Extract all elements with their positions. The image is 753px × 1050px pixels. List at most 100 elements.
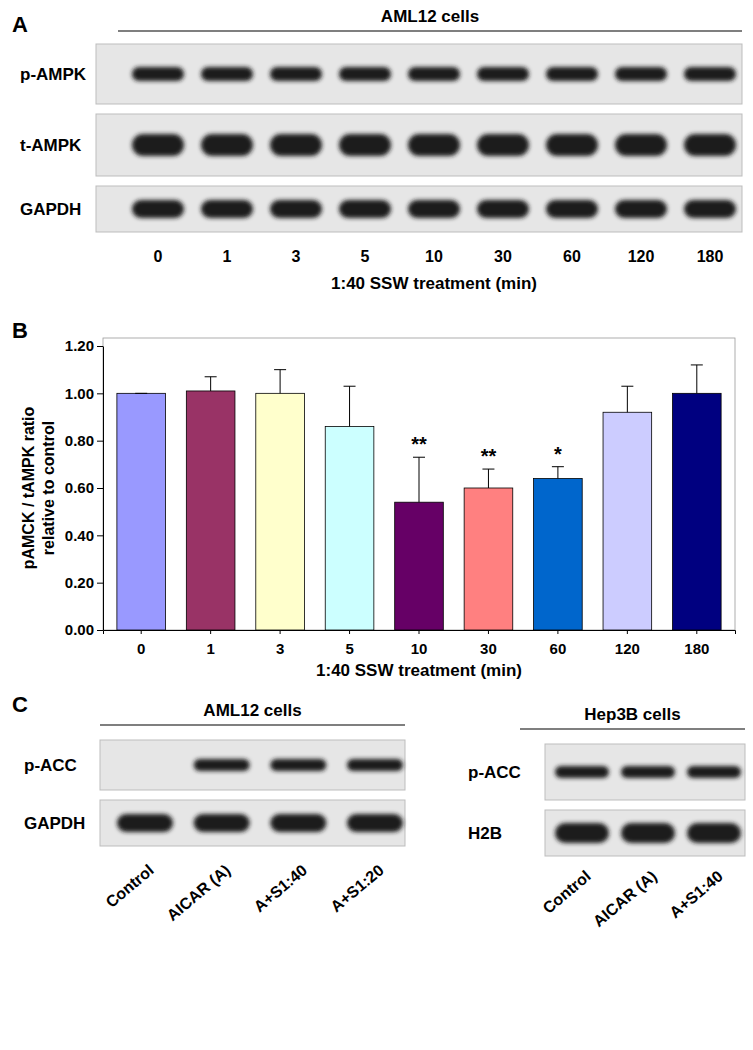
- error-bar: [210, 377, 211, 391]
- x-tick-label: 0: [137, 640, 145, 657]
- band: [339, 67, 391, 81]
- y-axis: 0.000.200.400.600.801.001.20: [65, 337, 104, 638]
- band: [555, 823, 609, 843]
- band: [546, 67, 598, 81]
- y-tick: 1.20: [65, 337, 103, 354]
- band: [546, 134, 598, 156]
- bar: [325, 426, 374, 630]
- band: [339, 200, 391, 218]
- error-bar: [627, 386, 628, 412]
- row-label: GAPDH: [20, 200, 81, 219]
- bar: [186, 391, 235, 630]
- panel-letter: B: [12, 318, 28, 343]
- x-tick-mark: [488, 630, 489, 634]
- band: [684, 200, 736, 218]
- y-tick-label: 1.00: [65, 385, 94, 402]
- x-axis-title: 1:40 SSW treatment (min): [316, 661, 522, 680]
- y-tick-mark: [97, 346, 103, 347]
- significance: **: [411, 433, 427, 455]
- lane-label: AICAR (A): [590, 867, 660, 930]
- significance: **: [481, 445, 497, 467]
- x-tick-label: 3: [276, 640, 284, 657]
- x-tick: 180: [684, 630, 709, 657]
- error-bar: [349, 386, 350, 426]
- x-tick-label: 120: [615, 640, 640, 657]
- title-rule: [118, 30, 742, 31]
- lane-label: 10: [425, 248, 443, 265]
- band: [621, 823, 675, 843]
- x-tick: 30: [480, 630, 497, 657]
- x-axis-line: [104, 631, 736, 635]
- band: [477, 67, 529, 81]
- blot-strip: [96, 44, 742, 104]
- x-tick: 60: [550, 630, 567, 657]
- band: [201, 67, 253, 81]
- row-label: p-AMPK: [20, 65, 87, 84]
- bar: [256, 393, 305, 630]
- bar: [603, 412, 652, 630]
- row-label: p-ACC: [24, 756, 77, 775]
- y-tick: 0.60: [65, 479, 103, 496]
- y-tick-label: 0.00: [65, 621, 94, 638]
- x-label: 1:40 SSW treatment (min): [331, 274, 537, 293]
- band: [615, 134, 667, 156]
- band: [132, 134, 184, 156]
- error-cap: [482, 469, 494, 470]
- y-tick-label: 1.20: [65, 337, 94, 354]
- panel-letter: C: [12, 692, 28, 717]
- error-cap: [552, 466, 564, 467]
- band: [687, 823, 741, 843]
- x-tick-label: 180: [684, 640, 709, 657]
- error-cap: [135, 393, 147, 394]
- y-tick: 0.00: [65, 621, 103, 638]
- y-tick-label: 0.80: [65, 432, 94, 449]
- band: [347, 814, 403, 832]
- x-tick-mark: [141, 630, 142, 634]
- blot-strip: [100, 800, 405, 846]
- x-tick-label: 1: [206, 640, 214, 657]
- lane-label: AICAR (A): [163, 861, 233, 924]
- bar: [395, 502, 444, 630]
- x-tick-label: 10: [411, 640, 428, 657]
- band: [615, 200, 667, 218]
- x-tick: 10: [411, 630, 428, 657]
- band: [132, 67, 184, 81]
- band: [194, 814, 250, 832]
- y-tick: 0.80: [65, 432, 103, 449]
- lane-label: 1: [223, 248, 232, 265]
- x-tick: 120: [615, 630, 640, 657]
- band: [408, 134, 460, 156]
- bars: [117, 365, 721, 630]
- x-tick-label: 60: [550, 640, 567, 657]
- band: [477, 134, 529, 156]
- blot-strip: [545, 744, 745, 800]
- lane-label: 0: [154, 248, 163, 265]
- plot-frame: [103, 338, 735, 630]
- y-tick-mark: [97, 393, 103, 394]
- x-tick-mark: [696, 630, 697, 634]
- y-tick-mark: [97, 535, 103, 536]
- band: [194, 759, 250, 771]
- lane-label: 5: [361, 248, 370, 265]
- lane-label: 120: [628, 248, 655, 265]
- x-tick: 0: [137, 630, 145, 657]
- y-tick-label: 0.20: [65, 574, 94, 591]
- error-bar: [488, 469, 489, 488]
- band: [555, 766, 609, 778]
- bar: [117, 393, 166, 630]
- lane-label: 60: [563, 248, 581, 265]
- title-rule: [520, 728, 745, 729]
- x-tick-mark: [557, 630, 558, 634]
- lane-label: 3: [292, 248, 301, 265]
- title-rule: [100, 724, 405, 725]
- band: [270, 200, 322, 218]
- error-bar: [557, 467, 558, 479]
- band: [684, 134, 736, 156]
- error-cap: [205, 376, 217, 377]
- y-tick-mark: [97, 441, 103, 442]
- x-tick: 5: [345, 630, 353, 657]
- x-tick-mark: [210, 630, 211, 634]
- band: [687, 766, 741, 778]
- band: [408, 67, 460, 81]
- band: [408, 200, 460, 218]
